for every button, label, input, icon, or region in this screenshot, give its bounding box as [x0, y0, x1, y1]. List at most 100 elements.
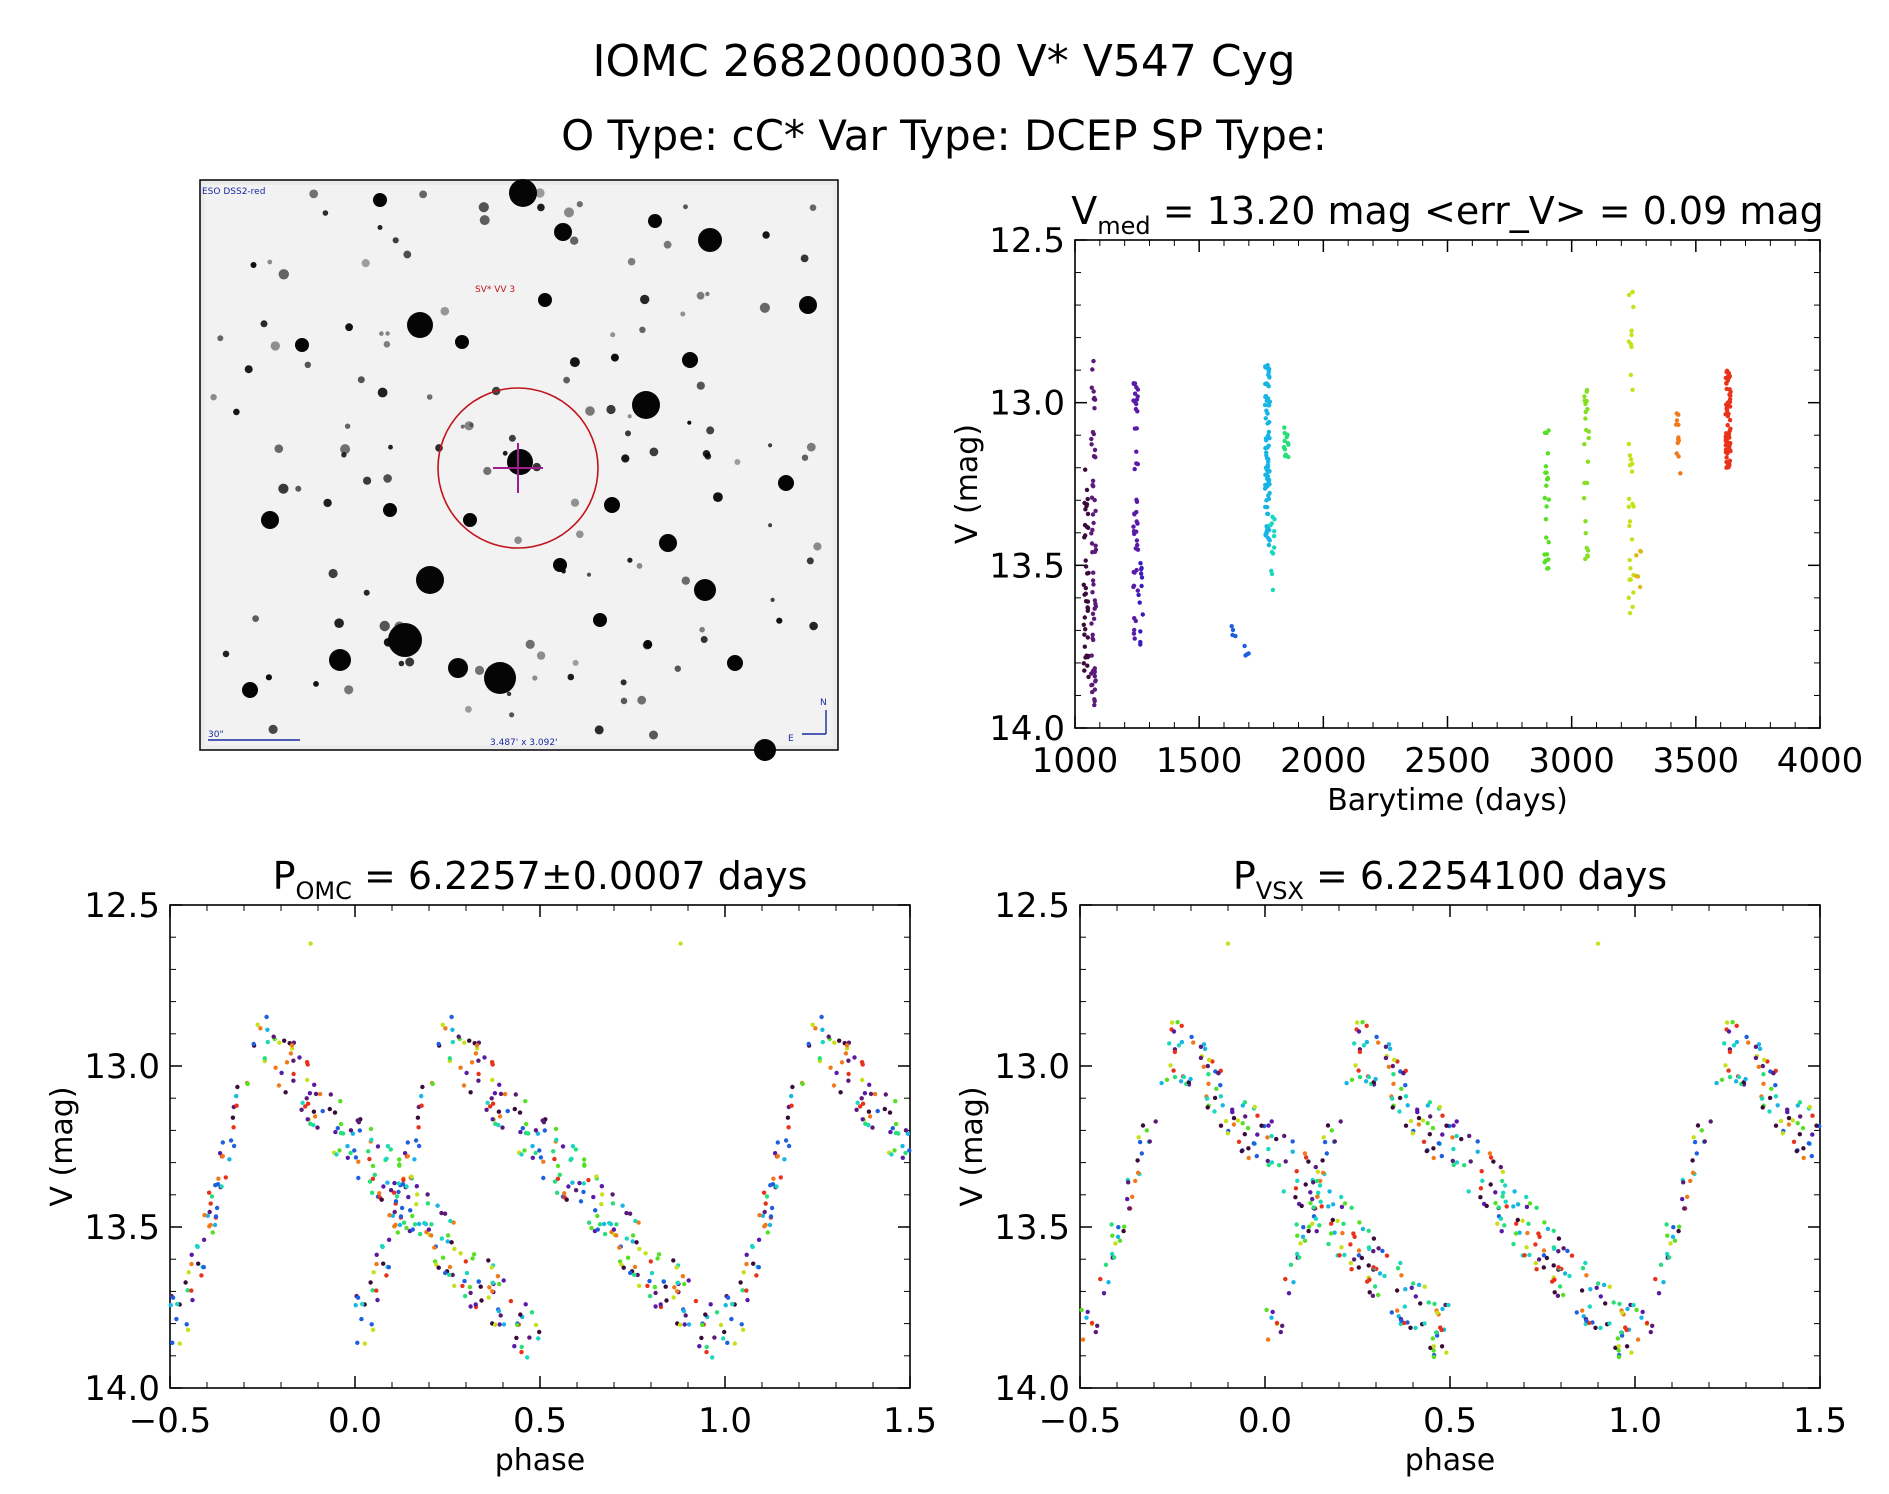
data-point [1440, 1132, 1445, 1137]
data-point [460, 1283, 465, 1289]
data-point [1308, 1200, 1313, 1206]
data-point [1109, 1222, 1114, 1227]
data-point [732, 1341, 737, 1346]
star [639, 326, 646, 333]
data-point [1090, 611, 1096, 616]
data-point [1115, 1234, 1121, 1240]
data-point [490, 1077, 495, 1083]
data-point [1420, 1118, 1426, 1123]
data-point [1239, 1148, 1245, 1154]
data-point [320, 1108, 325, 1114]
data-point [1092, 673, 1098, 679]
data-point [1493, 1190, 1498, 1195]
data-point [360, 1301, 365, 1307]
data-point [768, 1214, 774, 1219]
data-point [445, 1239, 450, 1244]
data-point [345, 1155, 350, 1161]
data-point [1252, 1104, 1258, 1110]
data-point [1408, 1325, 1413, 1331]
y-tick-label: 12.5 [84, 886, 160, 926]
data-point [1337, 1253, 1342, 1258]
data-point [893, 1099, 898, 1104]
data-point [1264, 450, 1269, 455]
data-point [1137, 1139, 1143, 1145]
data-point [1316, 1190, 1321, 1196]
data-point [497, 1322, 502, 1327]
data-point [353, 1303, 358, 1308]
data-point [234, 1093, 239, 1099]
data-point [1513, 1231, 1519, 1236]
data-point [1300, 1234, 1306, 1240]
data-point [1542, 1220, 1547, 1225]
data-point [1140, 1123, 1146, 1128]
data-point [1269, 1315, 1274, 1320]
data-point [185, 1288, 190, 1293]
data-point [1798, 1114, 1803, 1119]
data-point [1319, 1204, 1324, 1209]
data-point [367, 1156, 372, 1162]
data-point [394, 1194, 400, 1199]
star [625, 430, 631, 437]
data-point [1761, 1081, 1766, 1087]
data-point [442, 1211, 448, 1216]
data-point [826, 1034, 831, 1039]
data-point [889, 1152, 894, 1157]
data-point [1092, 666, 1098, 671]
data-point [1727, 443, 1732, 448]
data-point [388, 1188, 394, 1193]
data-point [1491, 1159, 1496, 1164]
data-point [473, 1302, 478, 1307]
data-point [905, 1131, 911, 1136]
data-point [410, 1213, 415, 1219]
data-point [177, 1341, 182, 1346]
data-point [1731, 1043, 1737, 1048]
data-point [1356, 1248, 1362, 1253]
data-point [1266, 493, 1271, 498]
data-point [484, 1107, 489, 1113]
data-point [519, 1344, 524, 1350]
data-point [1083, 467, 1088, 472]
data-point [1806, 1141, 1812, 1146]
data-point [489, 1096, 494, 1101]
data-point [1198, 1044, 1204, 1050]
data-point [1132, 426, 1138, 431]
data-point [1546, 566, 1551, 571]
data-point [1251, 1141, 1257, 1146]
data-point [1290, 1149, 1295, 1154]
data-point [502, 1091, 508, 1097]
data-point [304, 1096, 309, 1101]
data-point [1437, 1104, 1443, 1110]
data-point [1541, 1253, 1547, 1258]
star [479, 215, 490, 226]
data-point [593, 1208, 598, 1213]
data-point [1339, 1245, 1344, 1250]
data-point [1293, 1195, 1298, 1200]
data-point [1391, 1081, 1396, 1087]
data-point [1138, 561, 1143, 566]
data-point [751, 1261, 756, 1266]
star [379, 331, 384, 336]
data-point [1630, 461, 1635, 466]
data-point [1543, 517, 1549, 522]
data-point [1409, 1285, 1414, 1291]
data-point [595, 1227, 600, 1232]
data-point [1175, 1020, 1180, 1025]
data-point [599, 1202, 604, 1207]
data-point [384, 1273, 389, 1278]
data-point [1274, 1136, 1279, 1142]
data-point [1294, 1251, 1300, 1257]
bright-star [593, 613, 607, 627]
data-point [1138, 571, 1144, 576]
title-sub: VSX [1256, 877, 1304, 905]
data-point [1520, 1218, 1525, 1224]
data-point [523, 1099, 528, 1104]
data-point [1744, 1034, 1749, 1040]
data-point [1727, 1074, 1733, 1080]
data-point [1266, 1162, 1271, 1168]
star [419, 190, 427, 199]
data-point [530, 1143, 535, 1149]
data-point [1269, 568, 1274, 573]
data-point [1367, 1277, 1372, 1283]
data-point [464, 1070, 469, 1076]
data-point [1349, 1205, 1354, 1211]
